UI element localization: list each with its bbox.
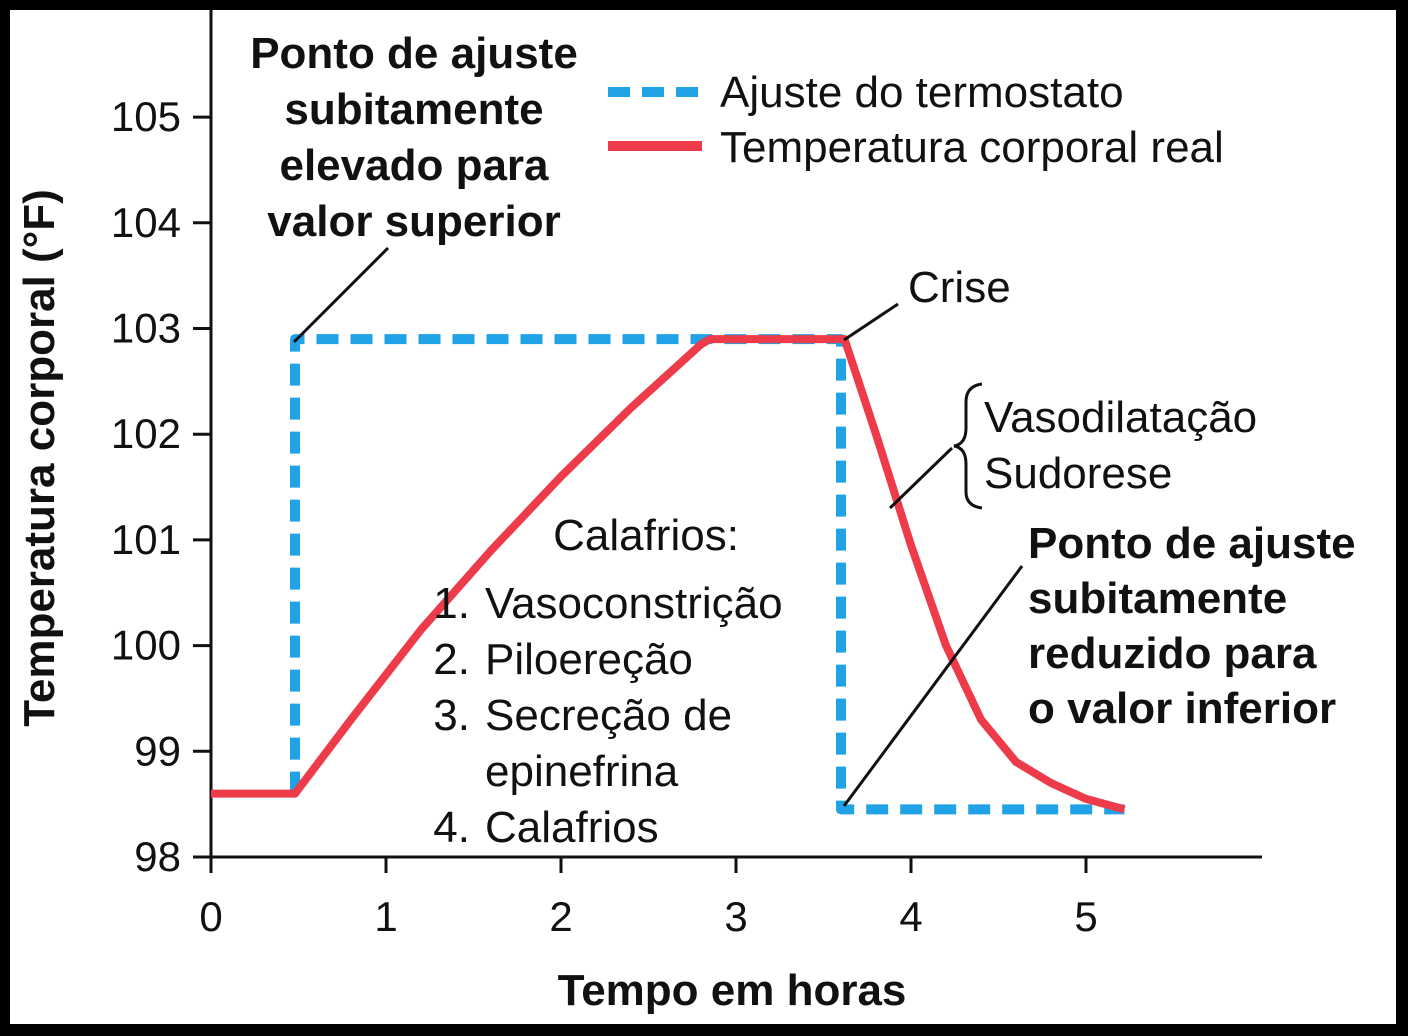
chills-item-text: Calafrios xyxy=(485,803,659,852)
x-tick-label: 4 xyxy=(899,893,922,940)
ticks: 98 99 100 101 102 103 104 105 0 1 2 3 4 5 xyxy=(111,93,1098,940)
x-tick-label: 1 xyxy=(374,893,397,940)
annotation-line: Ponto de ajuste xyxy=(250,29,578,78)
annotation-line: o valor inferior xyxy=(1028,684,1336,733)
x-tick-label: 0 xyxy=(199,893,222,940)
series-layer xyxy=(211,334,1126,815)
y-tick-label: 100 xyxy=(111,622,181,669)
annotation-setpoint-up: Ponto de ajuste subitamente elevado para… xyxy=(250,29,578,344)
chills-item-text: Piloereção xyxy=(485,635,693,684)
x-tick-label: 5 xyxy=(1074,893,1097,940)
annotation-crisis: Crise xyxy=(843,263,1011,342)
chills-item-number: 4. xyxy=(433,803,470,852)
y-tick-label: 101 xyxy=(111,516,181,563)
chills-item-text: epinefrina xyxy=(485,747,679,796)
brace xyxy=(953,382,983,510)
leader-line xyxy=(292,246,390,344)
chills-item-text: Vasoconstrição xyxy=(485,579,783,628)
x-axis-title: Tempo em horas xyxy=(558,966,907,1015)
y-tick-label: 102 xyxy=(111,410,181,457)
chills-item-text: Secreção de xyxy=(485,691,732,740)
x-tick-label: 3 xyxy=(724,893,747,940)
annotation-setpoint-down: Ponto de ajuste subitamente reduzido par… xyxy=(842,519,1356,807)
annotation-heat-loss: Vasodilatação Sudorese xyxy=(888,382,1257,510)
y-tick-label: 105 xyxy=(111,93,181,140)
legend: Ajuste do termostato Temperatura corpora… xyxy=(608,68,1224,172)
chills-item-number: 3. xyxy=(433,691,470,740)
annotation-line: subitamente xyxy=(1028,574,1287,623)
leader-line xyxy=(842,565,1024,807)
series-line-body-temp xyxy=(211,335,1126,814)
annotation-line: subitamente xyxy=(284,85,543,134)
annotation-line: Sudorese xyxy=(984,449,1172,498)
leader-line xyxy=(888,446,954,510)
chart-frame: 98 99 100 101 102 103 104 105 0 1 2 3 4 5 Tempo em ho… xyxy=(10,10,1396,1024)
annotation-line: elevado para xyxy=(279,141,549,190)
chills-item-number: 1. xyxy=(433,579,470,628)
fever-chart: 98 99 100 101 102 103 104 105 0 1 2 3 4 5 Tempo em ho… xyxy=(15,10,1356,1015)
legend-label-setpoint: Ajuste do termostato xyxy=(720,68,1124,117)
legend-label-body-temp: Temperatura corporal real xyxy=(720,123,1224,172)
chills-title: Calafrios: xyxy=(553,511,739,560)
annotation-line: Crise xyxy=(908,263,1011,312)
x-tick-label: 2 xyxy=(549,893,572,940)
annotation-line: Vasodilatação xyxy=(984,393,1257,442)
annotation-chills: Calafrios: 1. Vasoconstrição 2. Piloereç… xyxy=(433,511,782,852)
chills-item-number: 2. xyxy=(433,635,470,684)
y-tick-label: 104 xyxy=(111,199,181,246)
annotation-line: Ponto de ajuste xyxy=(1028,519,1356,568)
y-tick-label: 99 xyxy=(134,727,181,774)
annotation-line: valor superior xyxy=(267,197,560,246)
leader-line xyxy=(843,302,899,342)
y-tick-label: 103 xyxy=(111,305,181,352)
y-axis-title: Temperatura corporal (°F) xyxy=(15,189,64,727)
annotation-line: reduzido para xyxy=(1028,629,1317,678)
y-tick-label: 98 xyxy=(134,833,181,880)
